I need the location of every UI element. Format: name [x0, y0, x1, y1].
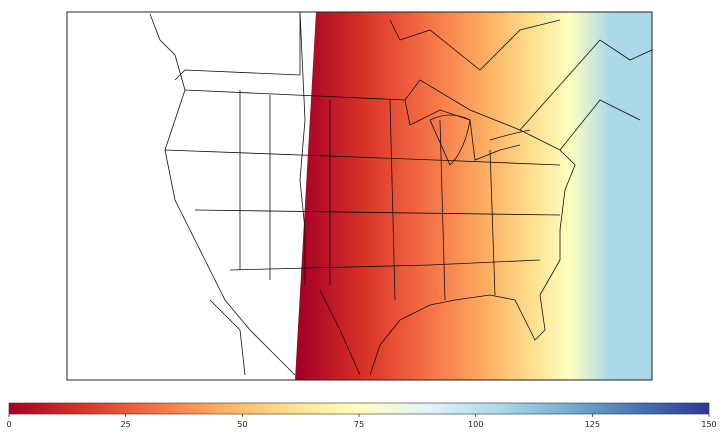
map-panel [149, 12, 652, 380]
colorbar-tick-label: 100 [468, 420, 483, 429]
colorbar: 0 25 50 75 100 125 150 [6, 402, 717, 429]
boundaries [149, 12, 652, 376]
colorbar-tick-label: 50 [237, 420, 247, 429]
speed-field [295, 12, 652, 380]
colorbar-tick-label: 125 [585, 420, 600, 429]
colorbar-tick-label: 75 [354, 420, 364, 429]
map-frame [66, 11, 653, 381]
colorbar-gradient [8, 402, 710, 415]
colorbar-tick-label: 150 [701, 420, 716, 429]
colorbar-tick-label: 25 [121, 420, 131, 429]
colorbar-tick-label: 0 [6, 420, 11, 429]
